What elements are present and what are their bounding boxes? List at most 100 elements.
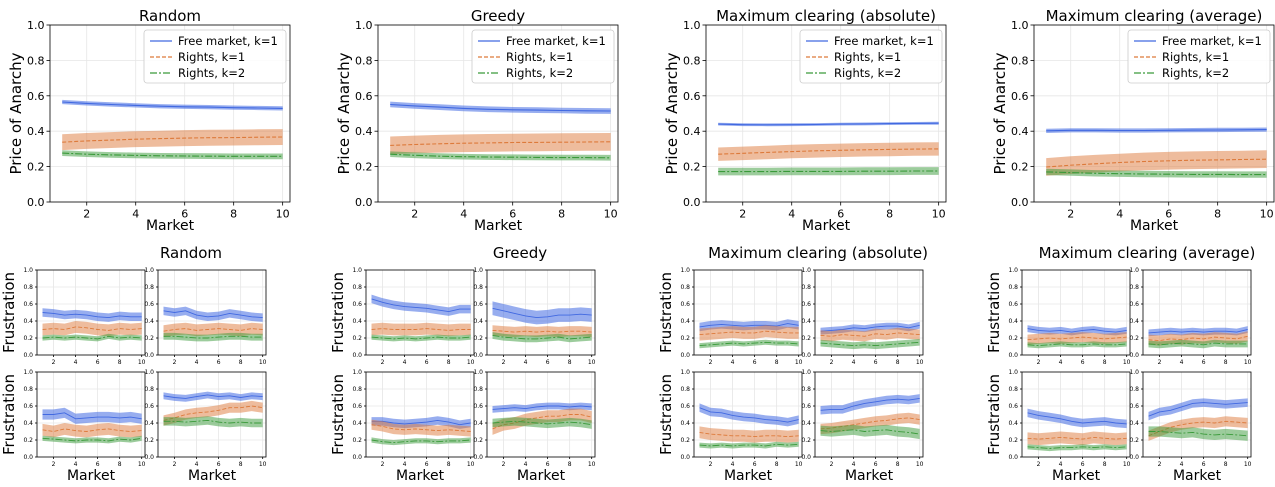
rights-k1-line — [1027, 436, 1127, 440]
legend-frame — [471, 29, 615, 84]
rights-k2-line — [1046, 171, 1267, 176]
rights-k1-line — [1027, 336, 1127, 341]
x-tick-label: 4 — [1180, 359, 1184, 366]
rights-k2-line — [1148, 342, 1248, 346]
y-tick-label: 0.0 — [473, 352, 483, 359]
axes-frame — [1021, 371, 1131, 458]
x-tick-label: 8 — [1224, 461, 1228, 468]
legend: Free market, k=1 Rights, k=1 Rights, k=2 — [471, 29, 615, 84]
y-tick-label: 0.6 — [1129, 403, 1139, 410]
y-tick-label: 1.0 — [144, 369, 154, 376]
y-tick-label: 0.8 — [680, 284, 690, 291]
rights-k1-line — [1148, 420, 1248, 437]
free-market-k1-band — [42, 407, 142, 424]
rights-k2-line — [42, 437, 142, 442]
y-tick-label: 0.2 — [680, 437, 690, 444]
y-tick-label: 0.8 — [473, 284, 483, 291]
x-tick-label: 2 — [52, 461, 56, 468]
top-panel-title: Random — [139, 7, 201, 25]
x-tick-label: 8 — [239, 461, 243, 468]
axes-frame — [365, 371, 475, 458]
top-y-axis-label: Price of Anarchy — [335, 52, 353, 174]
axes-frame — [377, 24, 619, 203]
y-tick-label: 0.6 — [355, 90, 373, 103]
panel-16: 2 4 6 8 10 0.0 0.2 0.4 0.6 0.8 1.0 — [1008, 267, 1130, 366]
panel-4: 2 4 6 8 10 0.0 0.2 0.4 0.6 0.8 1.0 — [23, 267, 145, 366]
y-tick-label: 1.0 — [680, 369, 690, 376]
y-tick-label: 0.2 — [352, 437, 362, 444]
x-tick-label: 4 — [74, 461, 78, 468]
y-tick-label: 0.6 — [801, 403, 811, 410]
rights-k2-band — [820, 338, 920, 350]
y-tick-label: 0.2 — [144, 437, 154, 444]
x-tick-label: 6 — [217, 359, 221, 366]
x-tick-label: 10 — [604, 208, 618, 221]
y-tick-label: 0.6 — [23, 403, 33, 410]
axes-frame — [36, 371, 146, 458]
axes-frame — [486, 371, 596, 458]
free-market-k1-line — [1027, 412, 1127, 425]
y-tick-label: 0.4 — [473, 420, 483, 427]
x-tick-label: 4 — [403, 461, 407, 468]
top-y-axis-label: Price of Anarchy — [663, 52, 681, 174]
y-tick-label: 0.4 — [1008, 318, 1018, 325]
x-tick-label: 4 — [74, 359, 78, 366]
panel-10: 2 4 6 8 10 0.0 0.2 0.4 0.6 0.8 1.0 — [352, 369, 474, 468]
rights-k1-band — [1148, 416, 1248, 441]
y-tick-label: 0.2 — [683, 161, 701, 174]
x-tick-label: 8 — [1224, 359, 1228, 366]
y-tick-label: 0.6 — [27, 90, 45, 103]
y-tick-label: 0.6 — [680, 301, 690, 308]
free-market-k1-line — [42, 312, 142, 319]
y-tick-label: 0.8 — [144, 284, 154, 291]
x-tick-label: 4 — [524, 461, 528, 468]
free-market-k1-band — [163, 306, 263, 322]
top-y-axis-label: Price of Anarchy — [7, 52, 25, 174]
y-tick-label: 0.8 — [680, 386, 690, 393]
x-tick-label: 4 — [852, 461, 856, 468]
bottom-y-axis-label: Frustration — [0, 272, 18, 353]
y-tick-label: 0.8 — [352, 284, 362, 291]
x-tick-label: 8 — [230, 208, 237, 221]
y-tick-label: 0.0 — [144, 454, 154, 461]
x-tick-label: 6 — [509, 208, 516, 221]
legend-label-free-market-k1: Free market, k=1 — [506, 34, 606, 48]
x-tick-label: 10 — [1244, 461, 1252, 468]
rights-k2-band — [820, 424, 920, 440]
bottom-group-title: Random — [160, 244, 222, 262]
x-tick-label: 8 — [896, 359, 900, 366]
rights-k1-band — [163, 400, 263, 426]
top-panel-title: Maximum clearing (absolute) — [716, 7, 936, 25]
y-tick-label: 1.0 — [27, 19, 45, 32]
y-tick-label: 0.4 — [144, 318, 154, 325]
y-tick-label: 0.4 — [683, 125, 701, 138]
bottom-group-title: Greedy — [493, 244, 547, 262]
x-tick-label: 2 — [381, 461, 385, 468]
x-tick-label: 8 — [568, 359, 572, 366]
rights-k2-line — [371, 439, 471, 444]
x-tick-label: 4 — [1059, 461, 1063, 468]
x-tick-label: 10 — [259, 359, 267, 366]
legend-label-rights-k2: Rights, k=2 — [178, 66, 245, 80]
bottom-x-axis-label: Market — [67, 468, 116, 484]
free-market-k1-band — [371, 294, 471, 316]
rights-k1-line — [163, 405, 263, 421]
bottom-x-axis-label: Market — [1173, 468, 1222, 484]
legend-label-rights-k1: Rights, k=1 — [506, 50, 573, 64]
free-market-k1-line — [492, 405, 592, 410]
x-tick-label: 4 — [460, 208, 467, 221]
bottom-y-axis-label: Frustration — [657, 374, 675, 455]
y-tick-label: 1.0 — [1008, 267, 1018, 274]
y-tick-label: 0.0 — [23, 352, 33, 359]
x-tick-label: 10 — [138, 359, 146, 366]
y-tick-label: 0.8 — [23, 386, 33, 393]
panel-9: 2 4 6 8 10 0.0 0.2 0.4 0.6 0.8 1.0 — [473, 267, 595, 366]
free-market-k1-band — [42, 308, 142, 322]
bottom-y-axis-label: Frustration — [329, 374, 347, 455]
y-tick-label: 0.4 — [473, 318, 483, 325]
y-tick-label: 0.2 — [801, 335, 811, 342]
y-tick-label: 1.0 — [1129, 369, 1139, 376]
y-tick-label: 0.8 — [473, 386, 483, 393]
y-tick-label: 0.0 — [801, 454, 811, 461]
free-market-k1-band — [699, 403, 799, 427]
